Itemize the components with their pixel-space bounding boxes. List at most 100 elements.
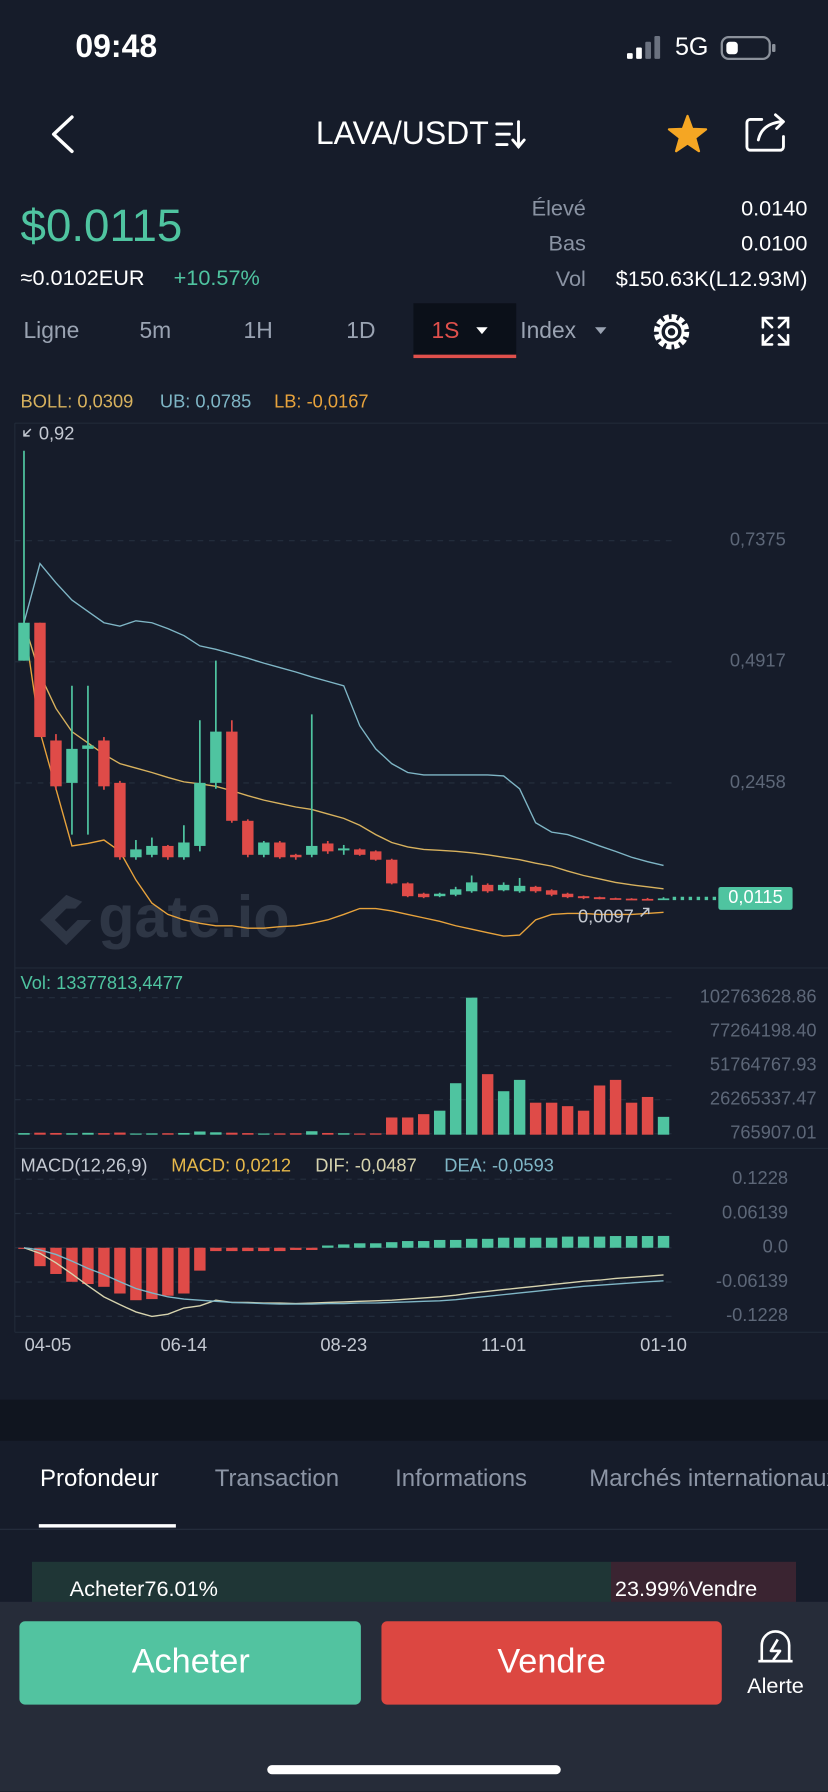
- dropdown-arrow: [476, 327, 488, 335]
- candle-body: [465, 882, 478, 892]
- home-indicator: [267, 1765, 561, 1775]
- interval-tab[interactable]: Index: [520, 317, 576, 343]
- boll-line: [23, 622, 664, 937]
- candle-body: [561, 893, 574, 898]
- volume-bar: [593, 1085, 606, 1135]
- section-tab-underline: [38, 1524, 176, 1528]
- min-label: 0,0097: [578, 905, 634, 926]
- volume-bar: [465, 997, 478, 1135]
- status-time: 09:48: [75, 28, 157, 64]
- candle-body: [593, 897, 606, 900]
- volume-bar: [354, 1133, 366, 1135]
- settings-icon[interactable]: [653, 314, 690, 350]
- section-tab[interactable]: Informations: [395, 1465, 527, 1492]
- macd-histogram-bar: [114, 1247, 126, 1294]
- candle-body: [274, 842, 286, 858]
- back-button[interactable]: [51, 115, 74, 154]
- volume-bar: [545, 1102, 558, 1135]
- macd-histogram-bar: [417, 1241, 430, 1248]
- macd-histogram-bar: [34, 1247, 46, 1267]
- candle-body: [258, 842, 270, 855]
- candle-body: [354, 849, 366, 855]
- y-tick-label: 77264198.40: [710, 1019, 817, 1040]
- indicator-legend: BOLL: 0,0309: [21, 390, 134, 411]
- macd-histogram-bar: [98, 1247, 110, 1287]
- y-tick-label: 0,4917: [730, 650, 786, 671]
- section-tab[interactable]: Transaction: [215, 1465, 339, 1492]
- macd-histogram-bar: [561, 1236, 574, 1248]
- min-arrow: [640, 907, 650, 917]
- volume-bar: [497, 1091, 510, 1135]
- candle-body: [98, 740, 110, 787]
- macd-histogram-bar: [82, 1247, 94, 1285]
- y-tick-label: 0.1228: [732, 1167, 788, 1188]
- interval-tab[interactable]: 1S: [431, 317, 459, 343]
- candle-body: [497, 884, 510, 891]
- switch-pair-icon[interactable]: [495, 120, 526, 150]
- macd-histogram-bar: [274, 1247, 286, 1252]
- share-icon[interactable]: [745, 113, 785, 152]
- macd-legend: DEA: -0,0593: [444, 1154, 554, 1175]
- candle-body: [370, 851, 382, 860]
- dropdown-arrow: [595, 327, 607, 335]
- volume-bar: [274, 1133, 286, 1135]
- macd-histogram-bar: [162, 1247, 174, 1296]
- y-tick-label: 102763628.86: [700, 985, 817, 1006]
- macd-histogram-bar: [481, 1238, 494, 1248]
- macd-histogram-bar: [641, 1236, 654, 1248]
- alert-label[interactable]: Alerte: [747, 1673, 804, 1698]
- sell-button[interactable]: [381, 1621, 722, 1705]
- interval-tab[interactable]: 1H: [244, 317, 273, 343]
- y-tick-label: 0,7375: [730, 529, 786, 550]
- alert-icon[interactable]: [758, 1630, 793, 1663]
- sell-button-label[interactable]: Vendre: [497, 1643, 606, 1681]
- macd-histogram-bar: [370, 1243, 382, 1248]
- favorite-star[interactable]: [667, 114, 708, 153]
- max-label: 0,92: [39, 423, 75, 444]
- macd-histogram-bar: [178, 1247, 190, 1294]
- y-tick-label: -0.06139: [716, 1270, 788, 1291]
- macd-histogram-bar: [258, 1247, 270, 1252]
- volume-bar: [481, 1074, 494, 1135]
- x-tick-label: 06-14: [161, 1334, 208, 1355]
- x-tick-label: 11-01: [481, 1334, 526, 1355]
- macd-histogram-bar: [402, 1241, 414, 1248]
- last-price-label: 0,0115: [728, 886, 783, 907]
- macd-histogram-bar: [513, 1237, 526, 1248]
- volume-bar: [50, 1132, 62, 1135]
- fiat-price: ≈0.0102EUR: [21, 265, 145, 290]
- buy-button[interactable]: [19, 1621, 361, 1705]
- last-price-tag: [718, 886, 793, 910]
- charts: 0,2458 0,4917 0,7375 BOLL: 0,0309 UB: 0,0785…: [14, 390, 817, 1355]
- interval-tab[interactable]: 1D: [346, 317, 375, 343]
- volume-bar: [338, 1133, 350, 1135]
- chart-frame: [14, 422, 828, 1333]
- buy-button-label[interactable]: Acheter: [132, 1643, 250, 1681]
- macd-line: [23, 1247, 664, 1318]
- macd-histogram-bar: [242, 1247, 254, 1252]
- volume-bar: [657, 1116, 670, 1135]
- macd-histogram-bar: [290, 1247, 302, 1250]
- macd-line: [23, 1247, 664, 1305]
- section-tab[interactable]: Profondeur: [40, 1465, 159, 1492]
- macd-histogram-bar: [210, 1247, 222, 1252]
- interval-tab[interactable]: 5m: [139, 317, 171, 343]
- volume-bar: [98, 1133, 110, 1135]
- macd-histogram-bar: [66, 1247, 78, 1282]
- candle-body: [513, 885, 526, 892]
- y-tick-label: -0.1228: [726, 1304, 788, 1325]
- fullscreen-icon[interactable]: [761, 316, 790, 346]
- interval-tab[interactable]: Ligne: [23, 317, 79, 343]
- pair-title[interactable]: LAVA/USDT: [316, 115, 489, 151]
- section-tab[interactable]: Marchés internationaux: [589, 1465, 828, 1492]
- candle-body: [50, 740, 62, 787]
- candle-body: [66, 748, 78, 783]
- candle-body: [130, 849, 142, 858]
- candle-body: [338, 848, 350, 851]
- boll-line: [23, 622, 664, 890]
- volume-bar: [433, 1110, 446, 1135]
- candle-body: [449, 889, 462, 895]
- stat-value: 0.0140: [741, 195, 807, 220]
- volume-bar: [609, 1079, 622, 1135]
